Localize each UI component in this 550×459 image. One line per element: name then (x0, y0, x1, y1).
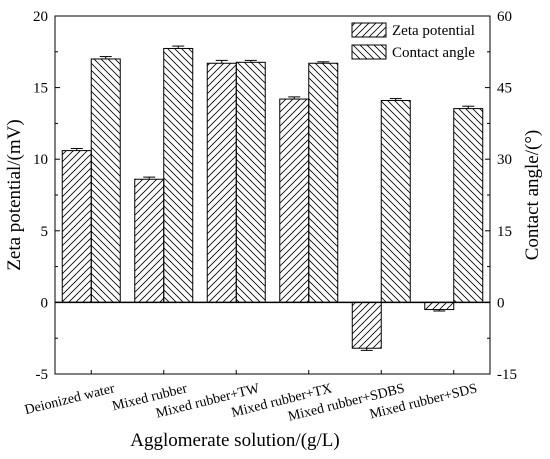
legend: Zeta potential Contact angle (351, 22, 475, 61)
y-left-tick-label-5: 20 (33, 9, 48, 25)
error-bar-zeta-1 (143, 176, 156, 180)
y-right-tick-label-4: 45 (497, 81, 512, 97)
error-bar-zeta-2 (215, 59, 228, 64)
error-bar-zeta-5 (433, 309, 446, 312)
error-bar-contact-1 (172, 45, 185, 49)
y-axis-left-title: Zeta potential/(mV) (4, 119, 25, 270)
error-bar-zeta-4 (360, 348, 373, 351)
bar-zeta-3 (279, 98, 310, 303)
y-left-tick-label-4: 15 (33, 81, 48, 97)
bar-contact-4 (380, 99, 411, 303)
y-left-tick-label-3: 10 (33, 152, 48, 168)
y-right-tick-label-3: 30 (497, 152, 512, 168)
legend-swatch-zeta (351, 22, 387, 38)
error-bar-contact-5 (462, 105, 475, 109)
bar-contact-0 (90, 58, 121, 303)
x-category-label-0: Deionized water (23, 381, 116, 418)
error-bar-zeta-3 (288, 96, 301, 100)
y-right-tick-label-0: -15 (497, 367, 517, 383)
error-bar-contact-0 (99, 56, 112, 59)
bar-zeta-2 (206, 62, 237, 303)
bar-zeta-4 (351, 301, 382, 349)
bar-contact-3 (308, 62, 339, 303)
bar-contact-5 (453, 108, 484, 303)
legend-swatch-contact (351, 44, 387, 60)
legend-label-zeta: Zeta potential (392, 23, 475, 39)
y-right-tick-label-2: 15 (497, 224, 512, 240)
bar-contact-1 (163, 47, 194, 303)
y-right-tick-label-5: 60 (497, 9, 512, 25)
y-axis-right-title: Contact angle/(°) (522, 130, 543, 261)
bars-group (61, 45, 484, 351)
y-left-tick-label-0: -5 (36, 367, 49, 383)
legend-label-contact: Contact angle (392, 45, 475, 61)
bar-zeta-0 (61, 150, 92, 303)
bar-contact-2 (235, 61, 266, 303)
y-left-tick-label-2: 5 (41, 224, 49, 240)
error-bar-contact-4 (389, 98, 402, 101)
bar-zeta-1 (134, 178, 165, 303)
error-bar-contact-3 (317, 61, 330, 64)
error-bar-contact-2 (244, 59, 257, 63)
error-bar-zeta-0 (70, 147, 83, 151)
bar-zeta-5 (424, 301, 455, 311)
y-left-tick-label-1: 0 (41, 295, 49, 311)
y-right-tick-label-1: 0 (497, 295, 505, 311)
x-axis-title: Agglomerate solution/(g/L) (130, 430, 339, 451)
